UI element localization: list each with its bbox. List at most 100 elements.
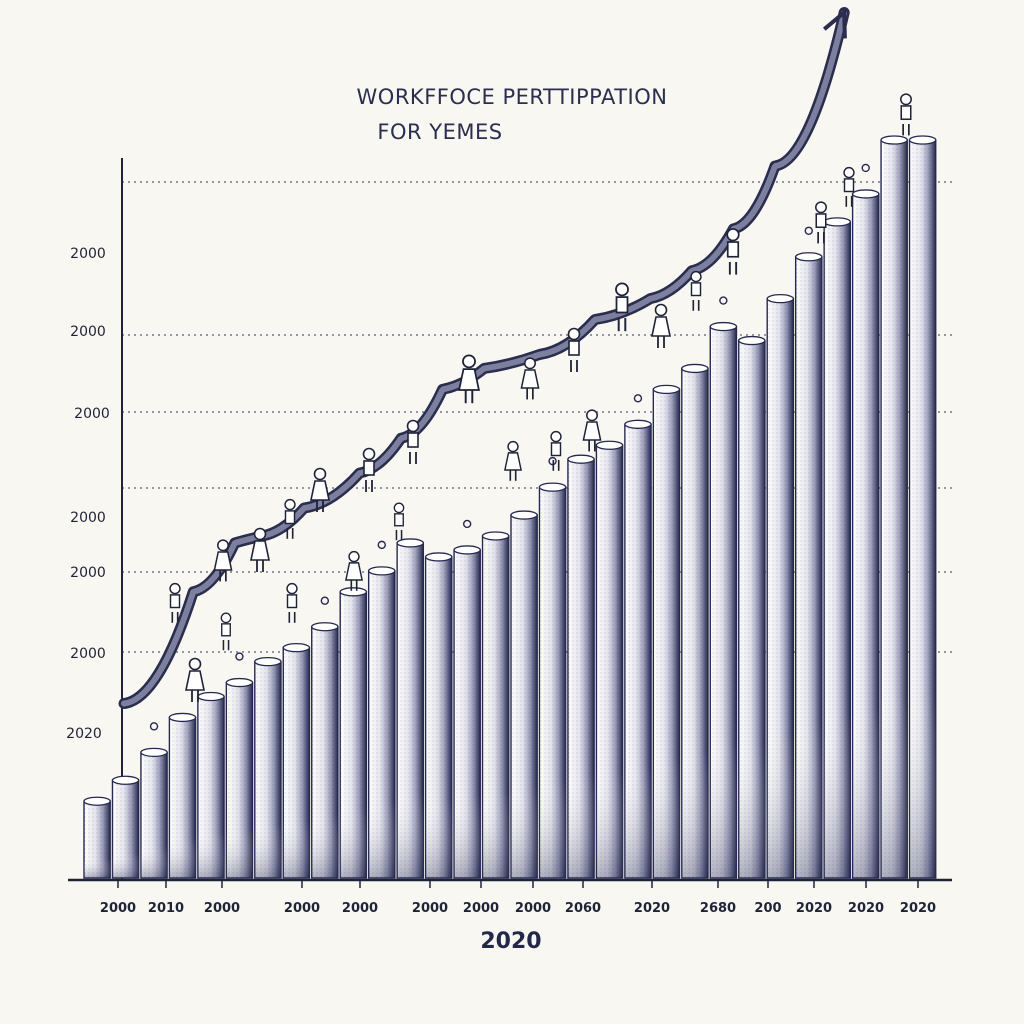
- bar-cap: [595, 440, 624, 450]
- chart-title-line-2: FOR YEMES: [377, 120, 502, 144]
- bar-base-shade: [738, 340, 765, 878]
- decorative-dots: [149, 163, 870, 731]
- person-figure-icon: [213, 539, 233, 582]
- bar: [225, 677, 254, 879]
- bar: [652, 384, 681, 879]
- x-tick-label: 2000: [100, 901, 136, 916]
- chart-title-line-1: WORKFFOCE PERTTIPPATION: [357, 85, 668, 109]
- bar-cap: [766, 294, 795, 304]
- bar: [424, 552, 453, 879]
- bar: [709, 321, 738, 879]
- bar-base-shade: [340, 591, 367, 878]
- bar: [681, 363, 709, 879]
- bar-cap: [681, 363, 709, 374]
- bar-base-shade: [909, 140, 936, 878]
- person-figure-icon: [843, 166, 855, 207]
- bar-base-shade: [140, 752, 168, 878]
- bar-cap: [168, 712, 197, 723]
- person-figure-icon: [582, 409, 602, 452]
- bar: [111, 775, 140, 879]
- x-axis-label: 2020: [480, 929, 541, 954]
- dot-marker: [320, 596, 330, 605]
- bar-base-shade: [567, 459, 595, 878]
- bar: [453, 545, 481, 879]
- bar-series: [83, 135, 937, 879]
- bar: [851, 189, 880, 879]
- person-figures: [169, 93, 912, 702]
- bar-base-shade: [511, 515, 538, 878]
- x-tick-label: 2000: [284, 901, 320, 916]
- bar: [794, 252, 823, 879]
- x-tick-label: 2000: [412, 901, 448, 916]
- bar-base-shade: [852, 193, 879, 878]
- person-figure-icon: [520, 357, 540, 400]
- bar-base-shade: [539, 487, 566, 878]
- bar-base-shade: [454, 549, 481, 878]
- person-figure-icon: [345, 550, 363, 591]
- person-figure-icon: [504, 440, 522, 481]
- person-figure-icon: [690, 270, 702, 311]
- bar-base-shade: [482, 535, 509, 878]
- person-figure-icon: [900, 93, 912, 136]
- person-figure-icon: [615, 282, 629, 332]
- bar-cap: [880, 135, 908, 145]
- y-tick-label: 2000: [70, 565, 106, 581]
- bar-cap: [254, 656, 282, 667]
- bar-base-shade: [653, 389, 680, 878]
- bar: [567, 454, 595, 879]
- dot-marker: [377, 540, 386, 550]
- bar-cap: [538, 482, 567, 492]
- x-tick-label: 2680: [700, 901, 736, 916]
- bar-cap: [140, 747, 168, 758]
- bar-base-shade: [368, 570, 395, 878]
- person-figure-icon: [286, 582, 298, 623]
- person-figure-icon: [169, 582, 181, 623]
- dot-marker: [804, 226, 813, 235]
- bar: [168, 712, 197, 879]
- bar-cap: [481, 531, 510, 541]
- y-axis-tick-labels: 2000 2000 2000 2000 2000 2000 2020: [66, 246, 110, 742]
- bar: [738, 335, 766, 879]
- x-tick-label: 2000: [515, 901, 551, 916]
- person-figure-icon: [550, 430, 562, 471]
- bar-base-shade: [254, 661, 281, 878]
- x-tick-label: 2000: [463, 901, 499, 916]
- bar-base-shade: [710, 326, 737, 879]
- person-figure-icon: [362, 447, 376, 492]
- bar-cap: [396, 538, 424, 548]
- dot-marker: [719, 296, 728, 305]
- x-tick-label: 2000: [342, 901, 378, 916]
- bar-cap: [709, 321, 738, 332]
- person-figure-icon: [185, 657, 205, 702]
- bar-cap: [652, 384, 681, 395]
- x-tick-label: 2020: [634, 901, 670, 916]
- person-figure-icon: [726, 228, 740, 275]
- x-tick-label: 2020: [848, 901, 884, 916]
- bar-cap: [282, 643, 311, 653]
- bar-cap: [197, 691, 225, 702]
- person-figure-icon: [284, 498, 296, 539]
- bar: [367, 566, 396, 879]
- bar: [311, 622, 339, 879]
- x-tick-label: 2000: [204, 901, 240, 916]
- bar-base-shade: [425, 556, 452, 878]
- y-tick-label: 2000: [70, 246, 106, 262]
- bar-cap: [339, 587, 368, 597]
- bar-base-shade: [681, 368, 708, 878]
- person-figure-icon: [406, 419, 420, 464]
- bar-cap: [795, 252, 823, 262]
- bar: [140, 747, 168, 879]
- person-figure-icon: [567, 327, 581, 372]
- bar-cap: [111, 775, 140, 785]
- bar: [624, 419, 652, 879]
- bar-cap: [424, 552, 453, 562]
- dot-marker: [633, 394, 643, 403]
- bar-cap: [83, 796, 111, 806]
- x-tick-label: 2010: [148, 901, 184, 916]
- x-tick-label: 2020: [900, 901, 936, 916]
- bar-cap: [510, 510, 538, 520]
- bar-cap: [823, 217, 851, 227]
- bar-base-shade: [311, 626, 338, 878]
